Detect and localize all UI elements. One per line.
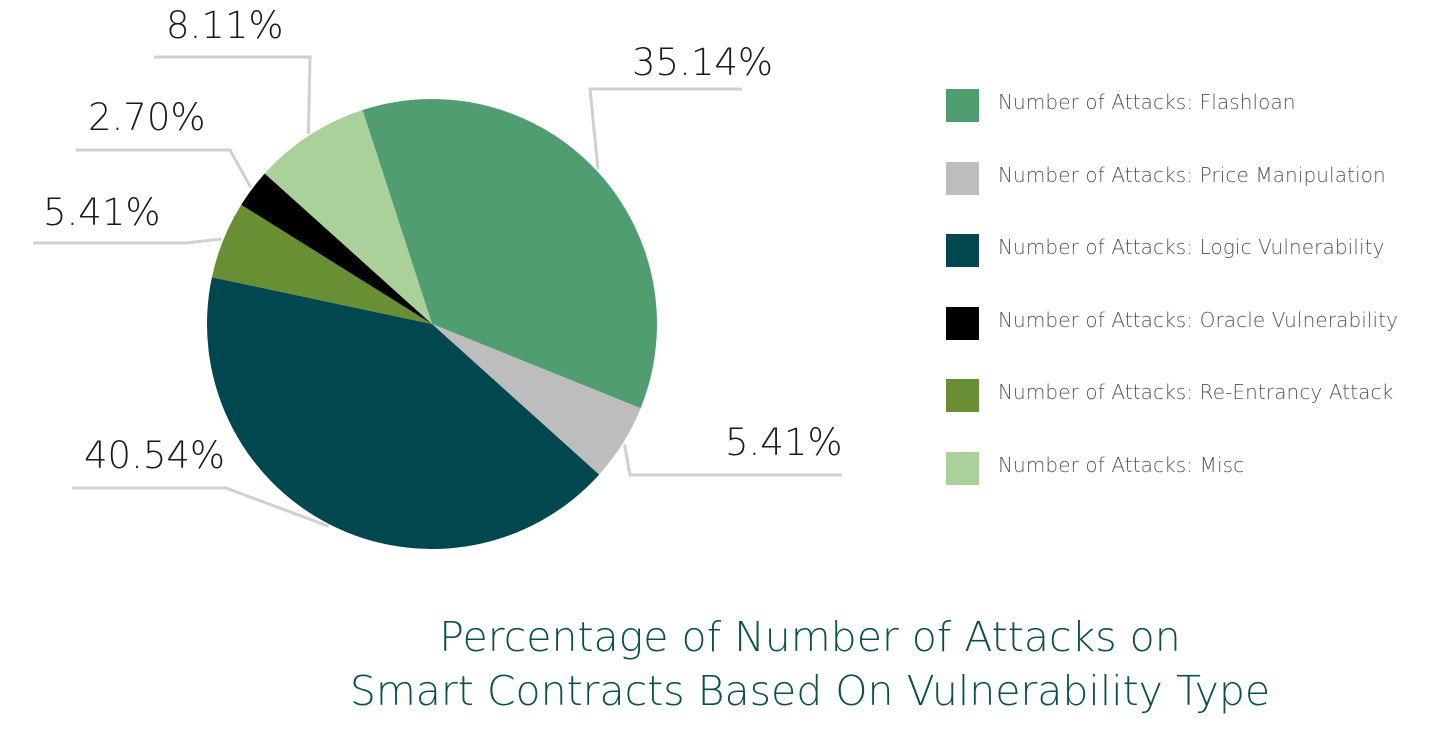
legend-swatch-re-entrancy-attack [946, 379, 979, 412]
pie-slice-re-entrancy-attack [211, 204, 432, 324]
pie-slice-logic-vulnerability [206, 277, 600, 550]
data-label-oracle-vulnerability: 2.70% [88, 96, 206, 139]
legend-swatch-price-manipulation [946, 161, 979, 195]
leader-line-price-manipulation [623, 444, 842, 477]
data-label-re-entrancy-attack: 5.41% [43, 191, 161, 234]
chart-title: Percentage of Number of Attacks on Smart… [240, 610, 1380, 718]
legend-swatch-oracle-vulnerability [946, 306, 979, 340]
leader-line-flashloan [588, 87, 742, 170]
leader-line-misc [154, 55, 312, 134]
data-label-flashloan: 35.14% [632, 41, 773, 84]
leader-line-logic-vulnerability [72, 486, 330, 528]
legend-label-misc: Number of Attacks: Misc [998, 452, 1245, 477]
leader-line-oracle-vulnerability [76, 148, 253, 189]
pie-slice-flashloan [362, 98, 657, 409]
legend-label-oracle-vulnerability: Number of Attacks: Oracle Vulnerability [998, 307, 1399, 332]
data-label-price-manipulation: 5.41% [725, 421, 843, 464]
legend-label-re-entrancy-attack: Number of Attacks: Re‑Entrancy Attack [998, 380, 1394, 404]
pie-slice-oracle-vulnerability [241, 173, 432, 324]
leader-lines [33, 55, 842, 528]
legend-label-price-manipulation: Number of Attacks: Price Manipulation [998, 162, 1386, 187]
pie-slice-price-manipulation [432, 324, 641, 475]
data-label-misc: 8.11% [166, 4, 284, 47]
legend-swatch-logic-vulnerability [946, 234, 979, 267]
chart-title-line-2: Smart Contracts Based On Vulnerability T… [349, 667, 1271, 715]
chart-title-line-1: Percentage of Number of Attacks on [439, 613, 1181, 661]
data-label-logic-vulnerability: 40.54% [84, 434, 225, 477]
legend-swatch-misc [946, 451, 979, 485]
legend-label-logic-vulnerability: Number of Attacks: Logic Vulnerability [998, 235, 1385, 259]
pie-slice-misc [264, 110, 432, 324]
data-labels: 35.14% 5.41% 40.54% 5.41% 2.70% 8.11% [43, 4, 843, 477]
leader-line-re-entrancy-attack [33, 237, 222, 245]
legend-label-flashloan: Number of Attacks: Flashloan [998, 90, 1296, 114]
pie-slices [206, 98, 657, 550]
legend-swatch-flashloan [946, 89, 979, 122]
